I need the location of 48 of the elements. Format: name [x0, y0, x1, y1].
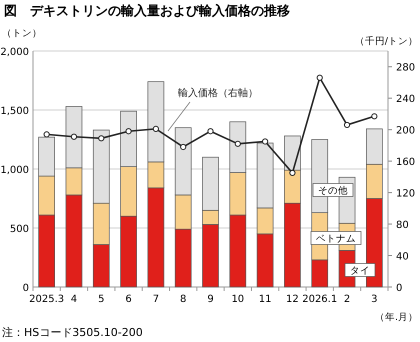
- text: 輸入価格（右軸）: [178, 87, 258, 99]
- y2-tick-label: 120: [396, 188, 416, 200]
- point: [180, 144, 186, 150]
- x-tick-label: 12: [286, 294, 299, 305]
- point: [207, 128, 214, 134]
- point: [98, 135, 104, 142]
- y2-tick-label: 160: [396, 157, 416, 168]
- y-tick-label: 1,500: [0, 106, 29, 117]
- y2-tick-label: 80: [396, 220, 409, 232]
- x-tick-label: 5: [98, 294, 104, 305]
- x-tick-label: 3: [371, 294, 378, 305]
- y-tick-label: 1,000: [0, 165, 29, 176]
- y-axis-title: （トン）: [2, 28, 42, 39]
- point: [152, 126, 159, 132]
- y-tick-label: 2,000: [0, 47, 29, 58]
- y-tick-label: 500: [10, 224, 29, 235]
- series-label: タイ: [350, 266, 370, 276]
- y-tick-label: 0: [22, 283, 29, 294]
- x-tick-label: 2: [344, 294, 350, 305]
- x-axis-title: （年.月）: [374, 311, 418, 323]
- y2-tick-label: 200: [396, 126, 416, 137]
- series-label: その他: [318, 184, 348, 196]
- x-tick-label: 4: [70, 294, 78, 305]
- point: [70, 134, 78, 140]
- point: [234, 140, 241, 147]
- y2-tick-label: 0: [396, 283, 402, 294]
- x-tick-label: 11: [258, 294, 272, 305]
- series-label: ベトナム: [316, 234, 356, 244]
- point: [316, 74, 323, 81]
- point: [262, 138, 268, 145]
- x-tick-label: 6: [125, 294, 132, 305]
- y2-axis-title: （千円/トン）: [354, 35, 418, 47]
- point: [344, 122, 350, 128]
- point: [289, 170, 296, 176]
- x-tick-label: 10: [231, 294, 244, 305]
- text: 注：HSコード3505.10-200: [2, 326, 143, 339]
- x-tick-label: 2026.1: [302, 294, 338, 305]
- x-tick-label: 2025.3: [29, 294, 64, 305]
- x-tick-label: 7: [152, 294, 160, 305]
- x-tick-label: 8: [180, 294, 186, 305]
- point: [44, 131, 50, 138]
- y2-tick-label: 240: [396, 94, 416, 106]
- point: [125, 128, 132, 134]
- y2-tick-label: 280: [396, 62, 416, 74]
- x-tick-label: 9: [207, 294, 214, 305]
- point: [371, 113, 378, 120]
- chart-title: 図 デキストリンの輸入量および輸入価格の推移: [4, 3, 290, 19]
- y2-tick-label: 40: [396, 252, 409, 263]
